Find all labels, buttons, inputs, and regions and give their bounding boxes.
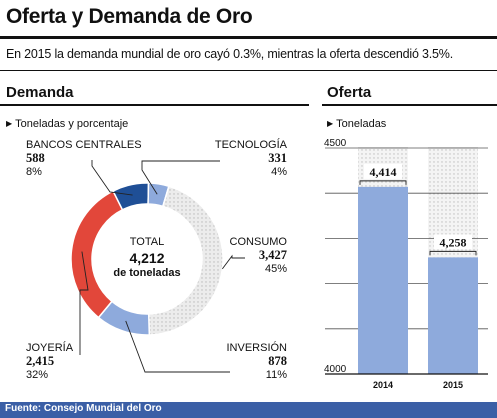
footer-bar bbox=[0, 402, 497, 418]
x-tick-label-2014: 2014 bbox=[373, 380, 393, 390]
slice-percent: 4% bbox=[271, 166, 287, 178]
bar-2015 bbox=[428, 257, 478, 374]
bar-label-background bbox=[434, 234, 472, 250]
slice-name: CONSUMO bbox=[229, 236, 287, 248]
slice-value: 2,415 bbox=[26, 354, 55, 368]
leader-line-consumo bbox=[221, 254, 245, 270]
leader-line-bancos centrales bbox=[91, 160, 133, 196]
leader-line-joyería bbox=[79, 251, 89, 355]
bar-bracket bbox=[429, 250, 477, 256]
donut-center-label: TOTAL bbox=[129, 236, 165, 248]
title-divider bbox=[0, 36, 497, 39]
bar-bracket bbox=[359, 180, 407, 185]
label-bancos-centrales: BANCOS CENTRALES 588 8% bbox=[26, 139, 142, 178]
demanda-unit-note-text: Toneladas y porcentaje bbox=[15, 118, 129, 130]
donut-center-total: 4,212 bbox=[129, 250, 165, 266]
oferta-section-title: Oferta bbox=[327, 84, 372, 101]
page-title: Oferta y Demanda de Oro bbox=[6, 5, 253, 28]
slice-percent: 45% bbox=[264, 263, 287, 275]
bar-label-background bbox=[364, 163, 402, 179]
slice-value: 3,427 bbox=[258, 248, 287, 262]
subtitle: En 2015 la demanda mundial de oro cayó 0… bbox=[6, 47, 453, 61]
slice-value: 588 bbox=[26, 151, 45, 165]
donut-slice-joyería bbox=[70, 190, 124, 319]
y-tick-top: 4500 bbox=[324, 138, 347, 149]
slice-percent: 8% bbox=[26, 166, 42, 178]
source-note: Fuente: Consejo Mundial del Oro bbox=[5, 403, 162, 414]
bar-value-label-2014: 4,414 bbox=[370, 165, 397, 179]
oferta-unit-note-text: Toneladas bbox=[336, 118, 387, 130]
donut-slices bbox=[70, 182, 224, 336]
label-consumo: CONSUMO 3,427 45% bbox=[187, 236, 287, 275]
subtitle-divider bbox=[0, 70, 497, 71]
slice-name: INVERSIÓN bbox=[226, 342, 287, 354]
demanda-unit-note: ▶ Toneladas y porcentaje bbox=[6, 118, 128, 130]
donut-chart: 4,414 2014 4,258 2015 bbox=[70, 147, 488, 390]
leader-line-tecnología bbox=[141, 160, 220, 195]
oferta-unit-note: ▶ Toneladas bbox=[327, 118, 386, 130]
slice-percent: 11% bbox=[265, 369, 287, 381]
bar-value-label-2015: 4,258 bbox=[440, 235, 467, 249]
slice-value: 878 bbox=[268, 354, 287, 368]
triangle-icon: ▶ bbox=[6, 119, 13, 128]
bar-2014 bbox=[358, 186, 408, 374]
bar-chart: 4,414 2014 4,258 2015 bbox=[325, 147, 488, 390]
label-inversion: INVERSIÓN 878 11% bbox=[187, 342, 287, 381]
x-tick-label-2015: 2015 bbox=[443, 380, 463, 390]
y-tick-bottom: 4000 bbox=[324, 364, 347, 375]
slice-value: 331 bbox=[268, 151, 287, 165]
slice-name: TECNOLOGÍA bbox=[214, 139, 287, 151]
slice-name: JOYERÍA bbox=[26, 342, 74, 354]
leader-line-inversión bbox=[125, 320, 230, 373]
slice-percent: 32% bbox=[26, 369, 49, 381]
demanda-section-title: Demanda bbox=[6, 84, 74, 101]
donut-leader-lines bbox=[79, 160, 245, 373]
label-joyeria: JOYERÍA 2,415 32% bbox=[26, 342, 73, 381]
donut-center-unit: de toneladas bbox=[113, 267, 181, 279]
demanda-divider bbox=[0, 104, 309, 106]
slice-name: BANCOS CENTRALES bbox=[26, 139, 142, 151]
oferta-divider bbox=[322, 104, 497, 106]
triangle-icon: ▶ bbox=[327, 119, 334, 128]
label-tecnologia: TECNOLOGÍA 331 4% bbox=[187, 139, 287, 178]
